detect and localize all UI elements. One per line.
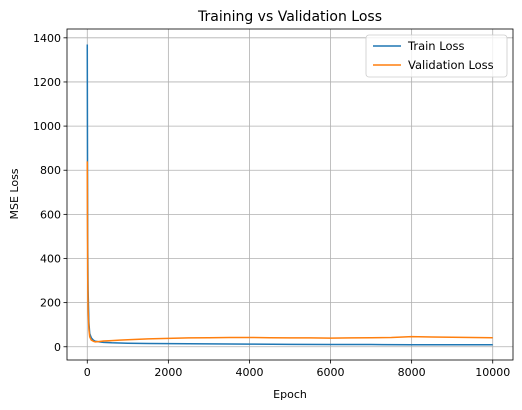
y-tick-label: 200 <box>40 297 61 310</box>
y-tick-label: 800 <box>40 164 61 177</box>
axis-ticks: 0 2000 4000 6000 8000 10000 0 200 400 600 800 1000 1… <box>33 32 510 379</box>
series-lines <box>86 44 493 346</box>
x-tick-label: 10000 <box>475 366 510 379</box>
series-line-validation-loss <box>86 161 493 343</box>
y-axis-label: MSE Loss <box>8 168 21 219</box>
x-tick-label: 2000 <box>154 366 182 379</box>
x-tick-label: 8000 <box>398 366 426 379</box>
legend-label-train-loss: Train Loss <box>407 39 464 53</box>
x-tick-label: 6000 <box>317 366 345 379</box>
y-tick-label: 1200 <box>33 76 61 89</box>
x-axis-label: Epoch <box>273 388 307 401</box>
chart-title: Training vs Validation Loss <box>197 9 382 25</box>
x-tick-label: 4000 <box>235 366 263 379</box>
legend-box <box>365 34 508 78</box>
y-tick-label: 600 <box>40 208 61 221</box>
y-tick-label: 400 <box>40 252 61 265</box>
y-tick-label: 1000 <box>33 120 61 133</box>
legend: Train Loss Validation Loss <box>365 34 508 78</box>
x-tick-label: 0 <box>84 366 91 379</box>
y-tick-label: 1400 <box>33 32 61 45</box>
legend-label-validation-loss: Validation Loss <box>408 58 494 72</box>
y-tick-label: 0 <box>54 341 61 354</box>
plot-frame <box>66 28 514 361</box>
grid-lines <box>67 29 513 360</box>
